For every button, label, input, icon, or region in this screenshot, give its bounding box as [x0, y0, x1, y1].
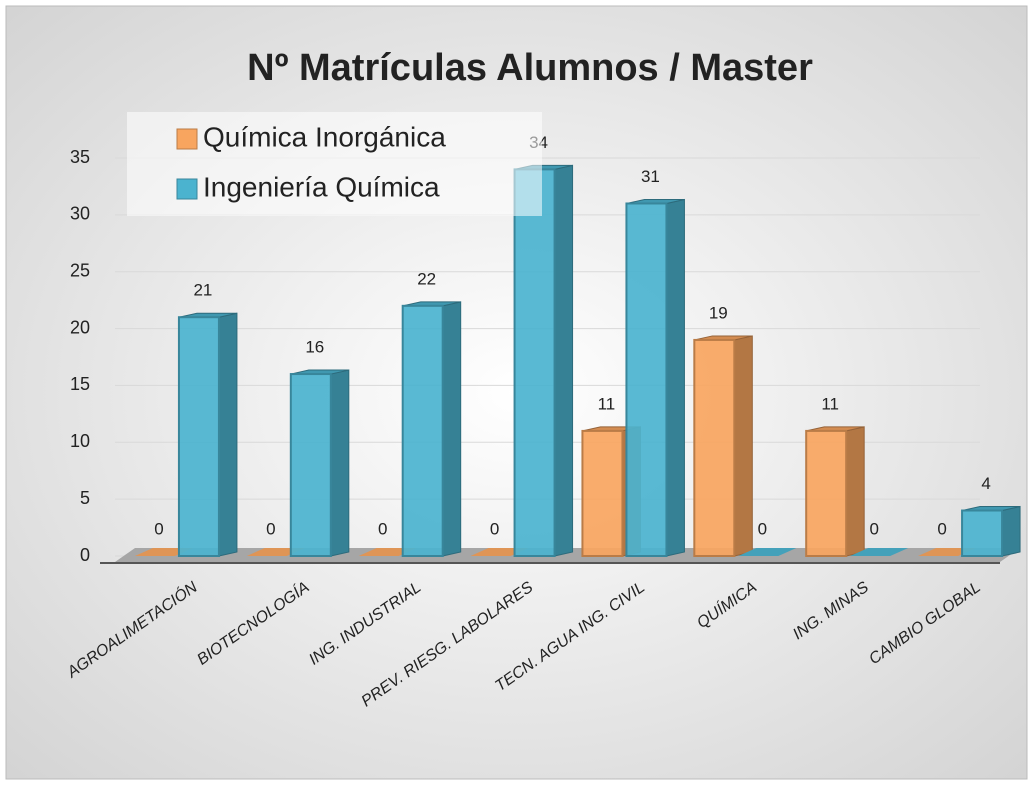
value-label: 22: [417, 269, 436, 288]
value-label: 0: [869, 519, 878, 538]
bar-front: [401, 304, 444, 558]
legend-swatch: [176, 128, 198, 150]
bar-side: [1001, 505, 1021, 557]
bar-front: [625, 202, 668, 557]
y-tick-label: 35: [70, 147, 90, 167]
value-label: 11: [821, 394, 839, 413]
bar: [401, 301, 462, 558]
bar-front: [177, 316, 220, 558]
value-label: 31: [641, 167, 660, 186]
bar: [693, 335, 753, 558]
bar: [738, 548, 797, 556]
bar: [513, 164, 574, 557]
bar: [961, 505, 1021, 557]
bar: [850, 548, 909, 556]
value-label: 0: [937, 519, 946, 538]
bar-front: [805, 429, 848, 557]
legend-swatch: [176, 178, 198, 200]
bar: [177, 312, 238, 558]
bar-floor: [850, 548, 909, 556]
bar-side: [845, 426, 865, 557]
value-label: 0: [758, 519, 767, 538]
bar-side: [554, 164, 574, 557]
bar-side: [218, 312, 238, 557]
bar-front: [513, 168, 556, 557]
bar-side: [442, 301, 462, 557]
value-label: 4: [981, 474, 990, 493]
bar-side: [665, 198, 685, 557]
value-label: 0: [378, 519, 387, 538]
bar-floor: [738, 548, 797, 556]
legend-label: Ingeniería Química: [203, 171, 440, 202]
bar: [625, 198, 685, 557]
value-label: 11: [598, 394, 616, 413]
bar-front: [581, 429, 624, 557]
y-tick-label: 5: [80, 488, 90, 508]
y-tick-label: 20: [70, 317, 90, 337]
value-label: 16: [305, 338, 324, 357]
value-label: 21: [193, 281, 212, 300]
value-label: 0: [490, 519, 499, 538]
legend-label: Química Inorgánica: [203, 121, 446, 152]
y-tick-label: 25: [70, 260, 90, 280]
bar-front: [693, 338, 736, 558]
y-tick-label: 0: [80, 545, 90, 565]
value-label: 0: [266, 519, 275, 538]
chart-title: Nº Matrículas Alumnos / Master: [247, 47, 813, 89]
bar-front: [961, 509, 1004, 557]
value-label: 19: [709, 303, 728, 322]
bar-side: [733, 335, 753, 557]
y-tick-label: 15: [70, 374, 90, 394]
y-tick-label: 30: [70, 204, 90, 224]
y-tick-label: 10: [70, 431, 90, 451]
bar: [289, 369, 350, 557]
bar-front: [289, 373, 332, 557]
bar: [805, 426, 865, 557]
value-label: 0: [154, 519, 163, 538]
bar-side: [330, 369, 350, 557]
